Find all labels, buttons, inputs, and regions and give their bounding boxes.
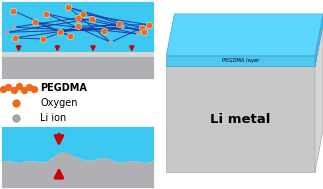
Polygon shape <box>166 25 323 66</box>
Bar <box>0 80 155 125</box>
Bar <box>0 52 155 57</box>
Text: Oxygen: Oxygen <box>40 98 78 108</box>
Point <box>10 9 16 12</box>
Point <box>108 41 113 44</box>
Point <box>57 30 62 33</box>
Point <box>81 13 86 16</box>
Point <box>11 26 16 29</box>
Point <box>75 17 80 20</box>
Point <box>90 17 95 20</box>
Point <box>11 88 16 91</box>
Text: Li ion: Li ion <box>40 113 67 123</box>
Text: PEGDMA layer: PEGDMA layer <box>222 58 259 63</box>
Polygon shape <box>166 66 315 172</box>
Point <box>136 33 141 36</box>
Point <box>120 25 125 28</box>
Text: Li metal: Li metal <box>211 113 271 125</box>
Point <box>117 22 122 25</box>
Bar <box>0 125 155 189</box>
Point <box>14 102 19 105</box>
Polygon shape <box>166 56 315 66</box>
Point <box>40 37 46 40</box>
Point <box>4 31 9 34</box>
Polygon shape <box>0 125 155 163</box>
Point <box>6 85 11 88</box>
Point <box>142 30 147 33</box>
Polygon shape <box>315 25 323 172</box>
Polygon shape <box>166 14 323 56</box>
Point <box>26 85 32 88</box>
Point <box>139 26 144 29</box>
Point <box>32 88 37 91</box>
Point <box>32 21 37 24</box>
Polygon shape <box>315 14 323 66</box>
Point <box>101 30 107 33</box>
Point <box>21 89 26 92</box>
Bar <box>0 0 155 80</box>
Point <box>68 34 73 37</box>
Point <box>1 88 6 91</box>
Text: PEGDMA: PEGDMA <box>40 83 87 93</box>
Point <box>16 85 21 88</box>
Bar <box>0 53 155 80</box>
Bar <box>0 0 155 55</box>
Polygon shape <box>0 152 155 189</box>
Point <box>44 12 49 15</box>
Point <box>66 6 71 9</box>
Point <box>12 36 17 39</box>
Point <box>75 25 80 28</box>
Point <box>146 23 151 26</box>
Point <box>14 116 19 119</box>
Bar <box>0 125 155 156</box>
